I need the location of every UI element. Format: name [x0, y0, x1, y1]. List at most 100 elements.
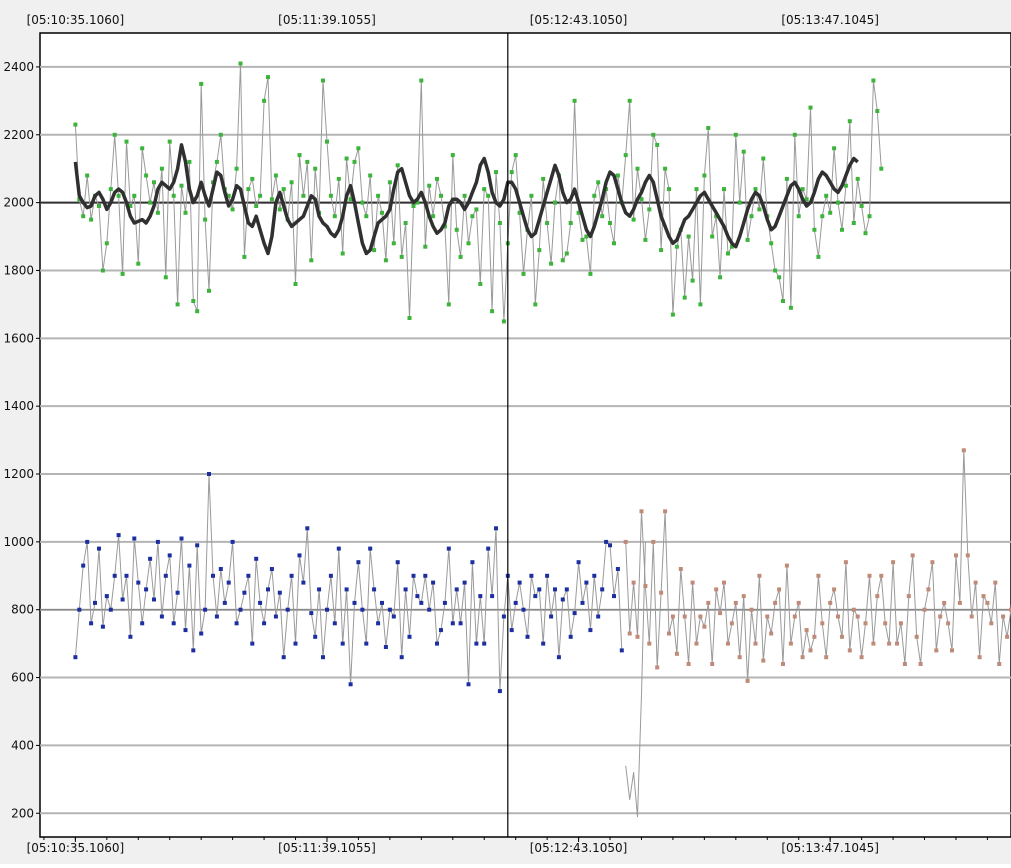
series-2-point-63: [321, 655, 325, 660]
series-0-point-77: [376, 193, 381, 198]
series-2-point-66: [332, 621, 337, 626]
series-0-point-84: [403, 221, 408, 225]
series-0-point-172: [749, 214, 754, 219]
series-0-point-195: [840, 227, 844, 232]
series-4-point-52: [828, 600, 833, 605]
series-4-point-22: [710, 662, 715, 666]
series-0-point-170: [741, 149, 746, 154]
series-2-point-93: [439, 628, 443, 633]
series-0-point-145: [643, 237, 648, 242]
series-0-point-124: [560, 258, 565, 263]
series-4-point-67: [887, 641, 892, 646]
series-2-point-55: [289, 573, 294, 578]
series-4-point-5: [643, 584, 648, 588]
series-0-point-16: [136, 261, 141, 266]
series-0-point-73: [360, 200, 365, 205]
series-layer: [73, 61, 1011, 818]
series-2-point-50: [269, 567, 274, 571]
series-2-point-115: [525, 634, 530, 639]
series-2-point-75: [368, 546, 373, 551]
series-4-point-75: [918, 662, 923, 666]
series-2-point-87: [415, 594, 420, 599]
series-2-point-122: [553, 587, 557, 592]
series-0-point-78: [380, 210, 384, 215]
series-0-point-31: [195, 309, 200, 314]
series-0-point-168: [733, 132, 738, 137]
series-0-point-196: [843, 183, 848, 188]
series-2-point-98: [458, 621, 463, 626]
series-4-point-34: [757, 573, 762, 578]
series-4-point-4: [639, 509, 644, 514]
x-tick-label-bottom-2: [05:12:43.1050]: [530, 841, 628, 855]
series-2-point-89: [423, 573, 428, 578]
series-0-point-92: [435, 176, 439, 181]
series-0-point-87: [415, 200, 420, 205]
series-0-point-105: [486, 193, 491, 198]
y-tick-label-400: 400: [11, 738, 34, 752]
series-4-point-64: [875, 594, 880, 599]
series-0-point-148: [655, 142, 660, 147]
series-0-point-3: [85, 173, 90, 178]
series-4-point-49: [816, 573, 821, 578]
series-2-point-10: [112, 573, 117, 578]
series-0-point-76: [372, 248, 377, 253]
series-0-point-132: [592, 193, 597, 198]
series-2-point-48: [262, 621, 267, 626]
series-2-point-108: [497, 689, 502, 694]
series-2-point-0: [73, 655, 78, 660]
series-4-point-26: [726, 641, 730, 646]
series-0-point-136: [608, 221, 612, 225]
series-0-point-112: [513, 153, 518, 158]
series-0-point-173: [753, 187, 758, 192]
series-2-point-61: [313, 634, 318, 639]
series-0-point-83: [399, 254, 404, 259]
series-0-point-63: [321, 78, 325, 83]
series-2-point-29: [187, 563, 192, 568]
series-4-point-30: [741, 594, 746, 599]
series-2-point-92: [435, 641, 439, 646]
series-2-point-45: [250, 641, 255, 646]
series-4-point-98: [1009, 607, 1011, 612]
series-4-point-81: [942, 600, 947, 605]
series-0-point-88: [419, 78, 424, 83]
series-0-point-109: [501, 319, 506, 324]
series-0-point-22: [159, 166, 164, 171]
series-0-point-33: [203, 217, 208, 222]
series-0-point-28: [183, 210, 188, 215]
series-4-point-43: [792, 614, 797, 619]
series-4-point-96: [1001, 614, 1006, 619]
series-0-point-98: [458, 254, 463, 259]
series-2-point-57: [297, 553, 302, 558]
series-2-point-94: [442, 600, 447, 605]
series-4-point-44: [796, 600, 801, 605]
series-0-point-193: [832, 146, 837, 151]
series-2-point-78: [380, 600, 384, 605]
series-2-point-26: [175, 590, 180, 595]
series-4-point-23: [714, 587, 719, 592]
plot-area: [39, 32, 1011, 838]
series-4-point-39: [777, 587, 782, 592]
series-4-point-46: [804, 628, 809, 633]
series-4-point-71: [902, 662, 907, 666]
series-4-point-28: [733, 600, 738, 605]
series-4-point-7: [651, 539, 656, 544]
series-0-point-13: [124, 139, 129, 144]
series-4-point-20: [702, 624, 707, 629]
x-tick-label-top-1: [05:11:39.1055]: [278, 13, 376, 27]
series-2-point-116: [529, 573, 534, 578]
series-0-point-149: [659, 248, 664, 253]
series-4-point-97: [1005, 634, 1010, 639]
series-0-point-12: [120, 271, 125, 276]
series-4-point-91: [981, 594, 986, 599]
series-0-point-171: [745, 237, 750, 242]
series-2-point-18: [144, 587, 149, 592]
series-4-point-11: [667, 631, 671, 636]
series-4-point-16: [686, 662, 691, 666]
series-4-point-13: [674, 651, 679, 656]
series-0-point-125: [564, 251, 569, 256]
series-0-point-19: [148, 200, 153, 205]
series-2-point-133: [596, 614, 601, 619]
series-0-point-70: [348, 197, 353, 202]
series-2-line: [74, 473, 623, 692]
series-2-point-4: [89, 621, 94, 626]
